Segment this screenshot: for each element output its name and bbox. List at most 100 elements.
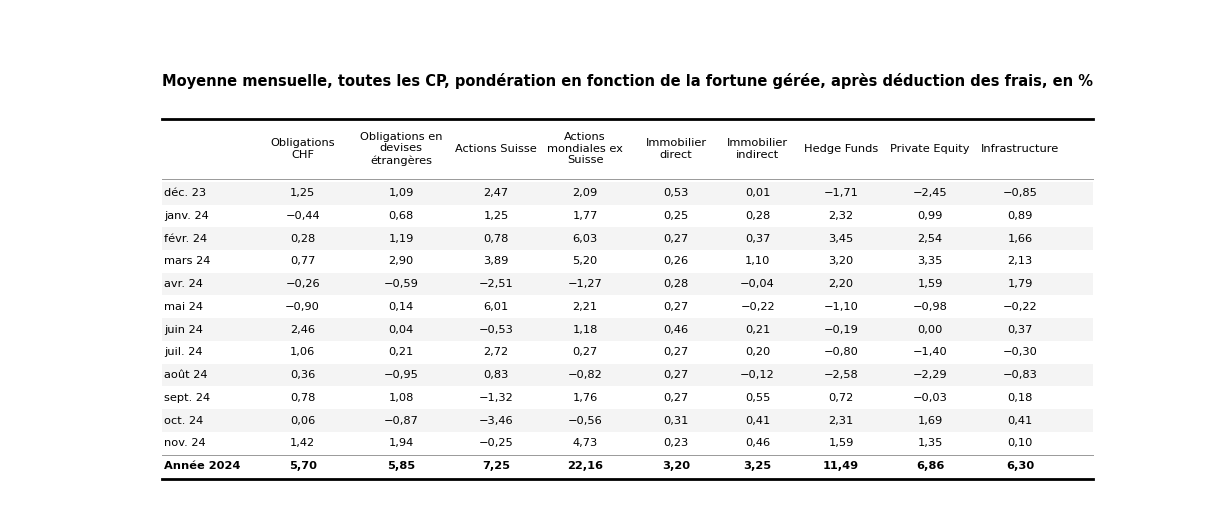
Text: −0,90: −0,90 (285, 302, 320, 312)
Text: 1,66: 1,66 (1008, 234, 1032, 243)
Text: mai 24: mai 24 (164, 302, 203, 312)
Text: 2,20: 2,20 (828, 279, 854, 289)
Text: 0,28: 0,28 (290, 234, 316, 243)
Text: 0,72: 0,72 (828, 393, 854, 403)
Text: Infrastructure: Infrastructure (981, 143, 1059, 154)
Text: −0,44: −0,44 (285, 211, 320, 221)
Text: 22,16: 22,16 (567, 461, 603, 471)
Text: 0,41: 0,41 (1008, 415, 1032, 425)
Text: −1,27: −1,27 (567, 279, 603, 289)
Text: −0,95: −0,95 (384, 370, 418, 380)
Text: 2,72: 2,72 (483, 348, 509, 357)
Text: −0,85: −0,85 (1003, 188, 1037, 198)
Text: 0,83: 0,83 (483, 370, 509, 380)
Text: −0,56: −0,56 (567, 415, 603, 425)
Text: 0,31: 0,31 (663, 415, 689, 425)
Text: 2,13: 2,13 (1008, 256, 1032, 266)
Text: 1,77: 1,77 (572, 211, 598, 221)
Text: 7,25: 7,25 (482, 461, 510, 471)
Text: Moyenne mensuelle, toutes les CP, pondération en fonction de la fortune gérée, a: Moyenne mensuelle, toutes les CP, pondér… (163, 74, 1093, 89)
Text: 3,20: 3,20 (662, 461, 690, 471)
Text: 5,20: 5,20 (572, 256, 598, 266)
Text: 0,14: 0,14 (389, 302, 413, 312)
Text: Actions Suisse: Actions Suisse (455, 143, 537, 154)
Text: 5,70: 5,70 (289, 461, 317, 471)
Text: 2,21: 2,21 (572, 302, 598, 312)
Text: −0,03: −0,03 (912, 393, 948, 403)
FancyBboxPatch shape (163, 341, 1093, 364)
Text: 1,19: 1,19 (389, 234, 413, 243)
Text: Private Equity: Private Equity (890, 143, 970, 154)
Text: −2,29: −2,29 (912, 370, 948, 380)
Text: 1,59: 1,59 (917, 279, 943, 289)
Text: 5,85: 5,85 (388, 461, 416, 471)
Text: 0,21: 0,21 (745, 325, 770, 335)
Text: 0,21: 0,21 (389, 348, 413, 357)
Text: −0,98: −0,98 (912, 302, 948, 312)
Text: Année 2024: Année 2024 (164, 461, 241, 471)
Text: 3,25: 3,25 (744, 461, 772, 471)
Text: −1,40: −1,40 (912, 348, 948, 357)
Text: 3,35: 3,35 (917, 256, 943, 266)
Text: 0,27: 0,27 (663, 393, 689, 403)
Text: 2,46: 2,46 (290, 325, 316, 335)
Text: juin 24: juin 24 (164, 325, 203, 335)
FancyBboxPatch shape (163, 227, 1093, 250)
Text: 11,49: 11,49 (823, 461, 859, 471)
Text: 0,99: 0,99 (917, 211, 943, 221)
FancyBboxPatch shape (163, 295, 1093, 318)
Text: 0,27: 0,27 (663, 302, 689, 312)
Text: 3,20: 3,20 (828, 256, 854, 266)
FancyBboxPatch shape (163, 432, 1093, 455)
Text: mars 24: mars 24 (164, 256, 210, 266)
Text: −1,71: −1,71 (823, 188, 859, 198)
Text: déc. 23: déc. 23 (164, 188, 207, 198)
Text: −1,32: −1,32 (478, 393, 514, 403)
Text: 6,03: 6,03 (572, 234, 598, 243)
Text: −0,22: −0,22 (1003, 302, 1037, 312)
Text: −0,82: −0,82 (567, 370, 603, 380)
Text: 1,18: 1,18 (572, 325, 598, 335)
Text: 2,32: 2,32 (828, 211, 854, 221)
Text: 1,10: 1,10 (745, 256, 770, 266)
Text: −0,87: −0,87 (384, 415, 418, 425)
Text: 0,89: 0,89 (1008, 211, 1032, 221)
Text: −0,12: −0,12 (740, 370, 775, 380)
Text: 0,18: 0,18 (1008, 393, 1032, 403)
Text: −0,59: −0,59 (384, 279, 418, 289)
Text: 2,09: 2,09 (572, 188, 598, 198)
Text: −0,22: −0,22 (740, 302, 775, 312)
Text: 1,25: 1,25 (483, 211, 509, 221)
Text: −0,25: −0,25 (478, 438, 514, 448)
Text: 0,10: 0,10 (1008, 438, 1032, 448)
Text: 0,28: 0,28 (663, 279, 689, 289)
Text: −2,45: −2,45 (912, 188, 948, 198)
Text: 0,78: 0,78 (483, 234, 509, 243)
FancyBboxPatch shape (163, 182, 1093, 205)
Text: sept. 24: sept. 24 (164, 393, 210, 403)
Text: 1,09: 1,09 (389, 188, 413, 198)
Text: 0,53: 0,53 (663, 188, 689, 198)
Text: 0,77: 0,77 (290, 256, 316, 266)
FancyBboxPatch shape (163, 205, 1093, 227)
FancyBboxPatch shape (163, 386, 1093, 409)
Text: 0,04: 0,04 (389, 325, 413, 335)
Text: 0,20: 0,20 (745, 348, 770, 357)
Text: 4,73: 4,73 (572, 438, 598, 448)
Text: Actions
mondiales ex
Suisse: Actions mondiales ex Suisse (547, 132, 623, 165)
FancyBboxPatch shape (163, 364, 1093, 386)
Text: 0,00: 0,00 (917, 325, 943, 335)
Text: 3,45: 3,45 (828, 234, 854, 243)
FancyBboxPatch shape (163, 409, 1093, 432)
Text: 0,36: 0,36 (290, 370, 316, 380)
Text: 1,94: 1,94 (389, 438, 413, 448)
Text: 1,76: 1,76 (572, 393, 598, 403)
Text: 1,42: 1,42 (290, 438, 316, 448)
FancyBboxPatch shape (163, 318, 1093, 341)
Text: Immobilier
indirect: Immobilier indirect (726, 138, 788, 160)
Text: 6,30: 6,30 (1007, 461, 1035, 471)
Text: 2,54: 2,54 (917, 234, 943, 243)
Text: 0,55: 0,55 (745, 393, 770, 403)
Text: −1,10: −1,10 (823, 302, 859, 312)
Text: −0,53: −0,53 (478, 325, 514, 335)
